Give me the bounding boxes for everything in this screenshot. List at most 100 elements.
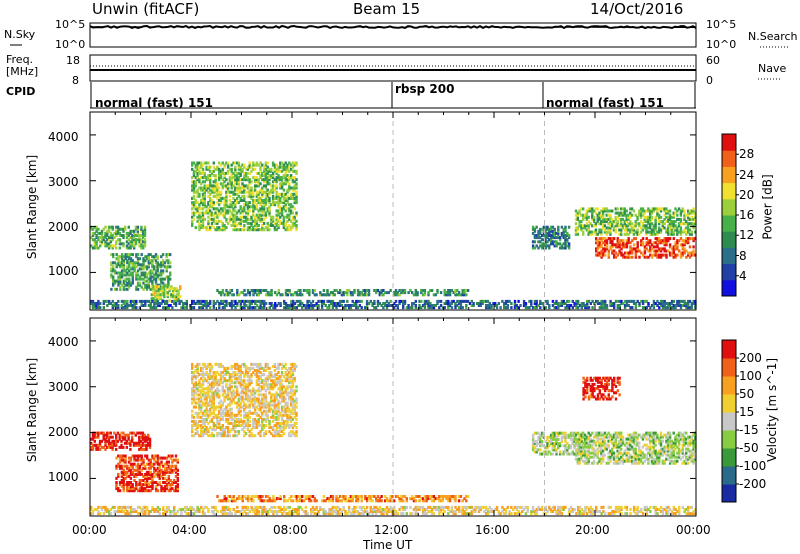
data-cell (656, 243, 659, 247)
data-cell (692, 222, 695, 226)
data-cell (679, 237, 683, 241)
data-cell (476, 302, 479, 305)
data-cell (149, 306, 152, 310)
data-cell (218, 409, 221, 413)
data-cell (212, 426, 215, 429)
data-cell (225, 299, 228, 303)
data-cell (652, 226, 655, 230)
data-cell (326, 291, 329, 295)
data-cell (262, 171, 266, 175)
data-cell (210, 381, 214, 385)
data-cell (385, 291, 389, 295)
data-cell (226, 411, 230, 415)
data-cell (542, 225, 546, 229)
data-cell (423, 289, 427, 292)
data-cell (257, 291, 261, 295)
data-cell (214, 383, 217, 387)
data-cell (268, 209, 271, 213)
data-cell (131, 275, 134, 279)
data-cell (102, 306, 105, 310)
data-cell (120, 431, 123, 435)
data-cell (120, 306, 124, 310)
data-cell (225, 289, 228, 292)
data-cell (338, 291, 342, 295)
data-cell (289, 174, 293, 177)
data-cell (681, 209, 684, 213)
data-cell (427, 304, 430, 307)
data-cell (129, 489, 133, 493)
data-cell (225, 405, 228, 409)
freq-tick-low: 8 (72, 74, 79, 87)
data-cell (126, 485, 129, 489)
data-cell (603, 220, 607, 224)
data-cell (600, 228, 603, 232)
data-cell (411, 291, 414, 295)
data-cell (140, 246, 143, 250)
data-cell (243, 407, 246, 411)
data-cell (207, 395, 210, 399)
data-cell (253, 224, 257, 227)
data-cell (602, 302, 605, 305)
data-cell (209, 199, 212, 202)
data-cell (273, 178, 277, 182)
data-cell (131, 277, 134, 281)
data-cell (252, 299, 255, 303)
data-cell (403, 302, 407, 305)
data-cell (659, 299, 663, 303)
data-cell (219, 199, 223, 202)
data-cell (230, 174, 233, 177)
data-cell (234, 362, 237, 366)
data-cell (252, 362, 255, 366)
data-cell (470, 299, 473, 303)
data-cell (531, 246, 535, 250)
data-cell (253, 399, 257, 403)
data-cell (650, 247, 654, 251)
data-cell (427, 306, 430, 310)
data-cell (230, 217, 233, 221)
data-cell (165, 468, 169, 472)
data-cell (198, 211, 201, 215)
data-cell (237, 228, 241, 232)
data-cell (416, 293, 419, 297)
data-cell (194, 391, 197, 395)
data-cell (577, 306, 580, 310)
data-cell (566, 244, 569, 248)
data-cell (153, 273, 156, 277)
data-cell (90, 302, 93, 305)
data-cell (297, 293, 300, 297)
data-cell (286, 194, 289, 198)
data-cell (151, 269, 154, 273)
data-cell (214, 373, 217, 377)
data-cell (111, 244, 114, 248)
data-cell (620, 232, 623, 236)
data-cell (282, 196, 286, 200)
data-cell (117, 283, 120, 287)
data-cell (117, 279, 120, 283)
data-cell (145, 283, 149, 287)
data-cell (621, 217, 625, 221)
data-cell (611, 239, 614, 243)
data-cell (216, 371, 219, 374)
data-cell (614, 211, 617, 215)
data-cell (600, 302, 603, 305)
data-cell (119, 275, 122, 279)
data-cell (553, 227, 556, 231)
data-cell (676, 226, 679, 230)
data-cell (171, 483, 174, 487)
data-cell (311, 306, 315, 310)
data-cell (212, 411, 215, 415)
data-cell (595, 241, 598, 245)
data-cell (690, 251, 693, 255)
data-cell (133, 261, 136, 265)
data-cell (261, 186, 264, 190)
data-cell (230, 211, 233, 215)
data-cell (259, 196, 262, 200)
data-cell (203, 171, 206, 175)
data-cell (614, 243, 618, 247)
data-cell (638, 209, 641, 213)
data-cell (232, 426, 235, 429)
data-cell (629, 306, 632, 310)
data-cell (210, 432, 214, 436)
data-cell (394, 293, 398, 297)
data-cell (225, 413, 228, 417)
